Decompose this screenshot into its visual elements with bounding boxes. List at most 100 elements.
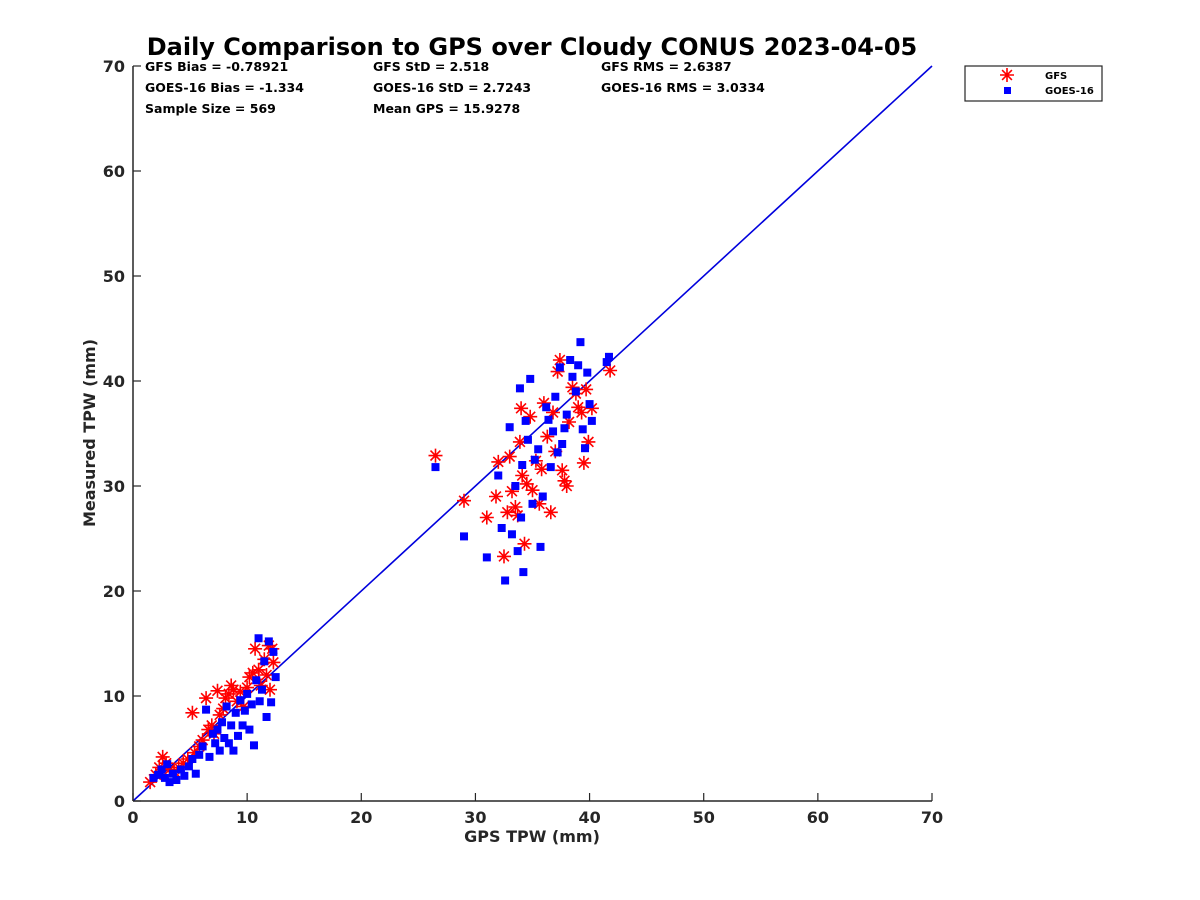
gfs-point bbox=[559, 479, 574, 493]
goes16-point bbox=[528, 499, 537, 508]
legend: GFS GOES-16 bbox=[964, 65, 1103, 102]
goes16-point bbox=[560, 424, 569, 433]
goes16-point bbox=[517, 513, 526, 522]
goes16-point bbox=[234, 731, 243, 740]
gfs-point bbox=[236, 699, 251, 714]
x-tick-label: 10 bbox=[236, 808, 258, 827]
goes16-point bbox=[157, 765, 166, 774]
x-axis-label: GPS TPW (mm) bbox=[464, 827, 600, 846]
stat-mean-gps: Mean GPS = 15.9278 bbox=[373, 101, 520, 116]
goes16-point bbox=[583, 368, 592, 377]
goes16-point bbox=[149, 773, 158, 782]
gfs-point bbox=[195, 733, 210, 748]
goes16-point bbox=[497, 524, 506, 532]
goes16-point bbox=[165, 778, 174, 787]
x-tick-label: 30 bbox=[464, 808, 486, 827]
gfs-point bbox=[543, 505, 558, 520]
x-tick-label: 50 bbox=[693, 808, 715, 827]
goes16-point bbox=[511, 482, 520, 490]
gfs-point bbox=[226, 682, 241, 697]
goes16-point bbox=[220, 734, 229, 742]
gfs-point bbox=[532, 496, 547, 511]
gfs-point bbox=[579, 382, 594, 397]
gfs-point bbox=[514, 401, 529, 416]
goes16-point bbox=[585, 400, 594, 409]
goes16-point bbox=[231, 708, 240, 717]
gfs-point bbox=[574, 405, 589, 420]
goes16-point bbox=[198, 742, 207, 751]
gfs-point bbox=[489, 489, 503, 504]
goes16-point bbox=[191, 769, 200, 778]
gfs-point bbox=[204, 718, 219, 733]
legend-goes16-label: GOES-16 bbox=[1045, 86, 1094, 97]
gfs-series bbox=[143, 353, 618, 790]
stat-goes-rms: GOES-16 RMS = 3.0334 bbox=[601, 80, 765, 95]
goes16-series bbox=[149, 338, 613, 787]
y-tick-label: 70 bbox=[103, 57, 125, 76]
goes16-point bbox=[249, 741, 258, 750]
goes16-point bbox=[205, 752, 214, 761]
goes16-point bbox=[526, 374, 535, 383]
gfs-point bbox=[497, 549, 511, 564]
gfs-point bbox=[557, 473, 572, 488]
goes16-point bbox=[195, 750, 204, 759]
gfs-point bbox=[253, 678, 268, 693]
goes16-point bbox=[515, 384, 524, 393]
goes16-point bbox=[255, 697, 264, 706]
goes16-point bbox=[176, 765, 185, 774]
goes16-point bbox=[546, 463, 555, 472]
gfs-point bbox=[523, 409, 538, 424]
gfs-point bbox=[552, 353, 567, 367]
axis-ticks: 0 10 20 30 40 50 60 70 0 10 20 30 40 50 60 70 bbox=[103, 57, 943, 827]
gfs-point bbox=[248, 641, 263, 656]
goes16-point bbox=[215, 746, 224, 755]
goes16-point bbox=[211, 739, 220, 748]
y-tick-label: 30 bbox=[103, 477, 125, 496]
goes16-point bbox=[163, 760, 172, 769]
goes16-point bbox=[566, 356, 575, 364]
gfs-point bbox=[263, 682, 277, 697]
goes16-point bbox=[519, 568, 528, 577]
gfs-point bbox=[251, 662, 266, 677]
legend-gfs-star bbox=[1000, 68, 1014, 82]
legend-box bbox=[964, 65, 1103, 102]
gfs-point bbox=[550, 364, 565, 379]
goes16-point bbox=[431, 463, 440, 472]
goes16-point bbox=[271, 673, 280, 682]
gfs-point bbox=[187, 745, 202, 760]
goes16-point bbox=[534, 445, 543, 454]
goes16-point bbox=[172, 776, 181, 784]
stat-sample-size: Sample Size = 569 bbox=[145, 101, 276, 116]
gfs-point bbox=[428, 448, 443, 463]
goes16-point bbox=[208, 729, 217, 738]
goes16-point bbox=[262, 713, 271, 721]
goes16-point bbox=[245, 725, 254, 734]
goes16-point bbox=[501, 576, 510, 585]
goes16-point bbox=[562, 410, 571, 419]
y-tick-label: 10 bbox=[103, 687, 125, 706]
legend-goes16-marker bbox=[1004, 87, 1011, 94]
gfs-point bbox=[512, 434, 527, 449]
gfs-point bbox=[233, 684, 248, 699]
goes16-point bbox=[269, 647, 278, 656]
x-tick-label: 60 bbox=[807, 808, 829, 827]
goes16-point bbox=[558, 440, 567, 448]
goes16-point bbox=[518, 461, 527, 469]
goes16-point bbox=[576, 338, 585, 347]
goes16-point bbox=[257, 685, 266, 694]
goes16-point bbox=[513, 547, 522, 556]
goes16-point bbox=[482, 553, 491, 562]
x-tick-label: 20 bbox=[350, 808, 372, 827]
gfs-point bbox=[508, 500, 523, 514]
goes16-point bbox=[578, 425, 587, 434]
goes16-point bbox=[168, 769, 177, 778]
plot-area: 0 10 20 30 40 50 60 70 0 10 20 30 40 50 60 70 bbox=[103, 57, 943, 827]
goes16-point bbox=[160, 773, 169, 782]
gfs-point bbox=[155, 749, 170, 764]
gfs-point bbox=[245, 665, 260, 680]
goes16-point bbox=[202, 705, 211, 714]
gfs-point bbox=[525, 483, 540, 498]
stat-gfs-rms: GFS RMS = 2.6387 bbox=[601, 59, 732, 74]
gfs-point bbox=[581, 434, 596, 449]
x-tick-label: 0 bbox=[127, 808, 138, 827]
